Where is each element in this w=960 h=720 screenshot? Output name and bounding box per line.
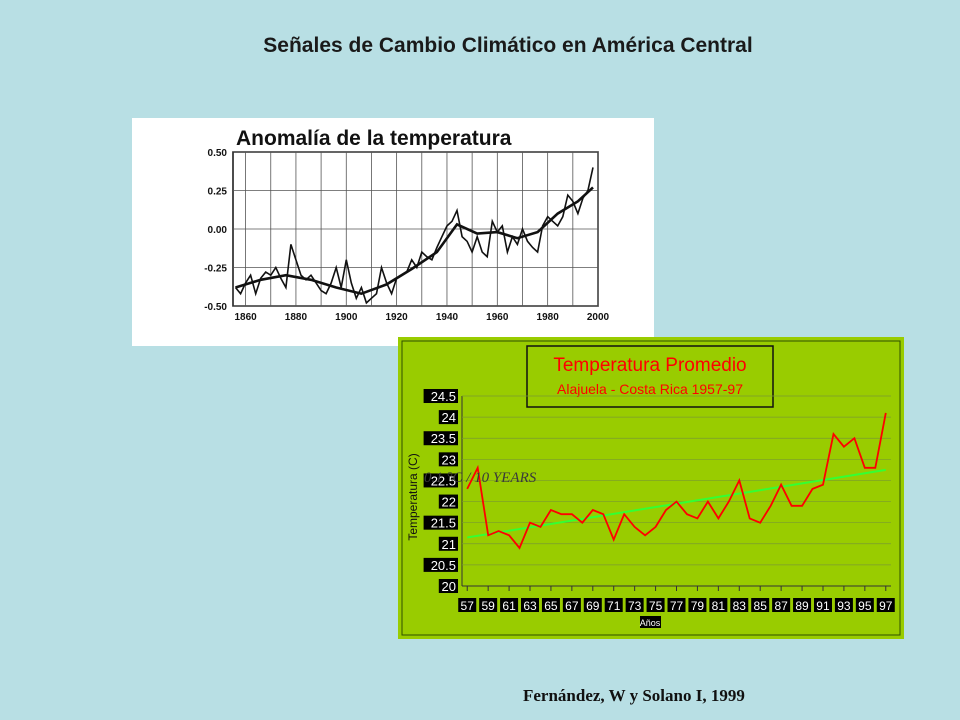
anomaly-x-tick-label: 1920 [385, 312, 408, 323]
alajuela-inner-border [401, 340, 901, 636]
alajuela-x-tick-box [772, 598, 791, 612]
alajuela-x-tick-box [813, 598, 832, 612]
anomaly-x-tick-label: 1980 [537, 312, 560, 323]
alajuela-y-tick-box [423, 431, 458, 446]
anomaly-y-tick-label: 0.50 [208, 148, 228, 159]
alajuela-y-tick-label: 23.5 [431, 431, 456, 446]
trend-annotation: 0.1 °C / 10 YEARS [424, 470, 537, 486]
alajuela-chart-title: Temperatura Promedio [553, 355, 746, 376]
alajuela-x-tick-label: 59 [481, 599, 495, 613]
anomaly-y-tick-label: -0.50 [204, 302, 227, 313]
alajuela-y-tick-box [438, 452, 458, 467]
alajuela-x-tick-box [855, 598, 874, 612]
alajuela-y-tick-box [438, 494, 458, 509]
alajuela-x-tick-label: 61 [502, 599, 516, 613]
alajuela-xlabel: Años [640, 618, 661, 628]
anomaly-chart-title: Anomalía de la temperatura [236, 127, 512, 150]
anomaly-chart-panel: Anomalía de la temperatura 0.50 0.25 0.00 -… [132, 118, 654, 346]
anomaly-y-tick-label: 0.25 [208, 187, 228, 198]
alajuela-y-tick-box [438, 536, 458, 551]
alajuela-y-tick-box [438, 410, 458, 425]
alajuela-x-tick-box [604, 598, 623, 612]
anomaly-x-tick-label: 1880 [285, 312, 308, 323]
alajuela-x-tick-label: 75 [649, 599, 663, 613]
alajuela-y-tick-label: 24.5 [431, 389, 456, 404]
alajuela-x-tick-box [562, 598, 581, 612]
alajuela-x-tick-label: 83 [733, 599, 747, 613]
alajuela-x-tick-box [688, 598, 707, 612]
alajuela-y-tick-label: 20.5 [431, 558, 456, 573]
alajuela-x-tick-box [730, 598, 749, 612]
alajuela-x-tick-label: 63 [523, 599, 537, 613]
alajuela-x-tick-box [583, 598, 602, 612]
alajuela-x-tick-box [625, 598, 644, 612]
alajuela-x-tick-box [751, 598, 770, 612]
alajuela-x-tick-label: 73 [628, 599, 642, 613]
alajuela-y-tick-box [438, 579, 458, 593]
alajuela-y-tick-label: 21.5 [431, 516, 456, 531]
alajuela-x-tick-label: 89 [795, 599, 809, 613]
alajuela-x-tick-label: 69 [586, 599, 600, 613]
anomaly-x-tick-label: 1940 [436, 312, 459, 323]
anomaly-chart: Anomalía de la temperatura 0.50 0.25 0.00 -… [204, 127, 610, 323]
alajuela-x-tick-box [458, 598, 477, 612]
alajuela-x-tick-box [834, 598, 853, 612]
alajuela-chart-subtitle: Alajuela - Costa Rica 1957-97 [557, 381, 743, 397]
anomaly-y-tick-label: -0.25 [204, 264, 227, 275]
alajuela-temperature-line [466, 412, 887, 550]
alajuela-y-tick-label: 22 [442, 495, 456, 510]
alajuela-x-tick-label: 67 [565, 599, 579, 613]
alajuela-chart: Temperatura Promedio Alajuela - Costa Ri… [401, 340, 901, 636]
anomaly-x-tick-label: 1960 [486, 312, 509, 323]
page-title: Señales de Cambio Climático en América C… [263, 34, 753, 57]
anomaly-series-line [234, 167, 594, 305]
alajuela-x-tick-label: 91 [816, 599, 830, 613]
alajuela-x-tick-box [521, 598, 540, 612]
alajuela-x-tick-box [479, 598, 498, 612]
anomaly-x-tick-label: 1900 [335, 312, 358, 323]
alajuela-x-tick-box [541, 598, 560, 612]
alajuela-x-tick-label: 85 [754, 599, 768, 613]
alajuela-y-tick-box [423, 473, 458, 488]
alajuela-x-tick-label: 71 [607, 599, 621, 613]
alajuela-chart-panel: Temperatura Promedio Alajuela - Costa Ri… [398, 337, 904, 639]
anomaly-y-tick-label: 0.00 [208, 225, 228, 236]
alajuela-x-tick-label: 77 [670, 599, 684, 613]
alajuela-ylabel: Temperatura (C) [406, 453, 420, 540]
alajuela-x-tick-label: 93 [837, 599, 851, 613]
alajuela-x-tick-box [876, 598, 895, 612]
alajuela-x-tick-label: 81 [712, 599, 726, 613]
alajuela-x-tick-box [793, 598, 812, 612]
alajuela-y-tick-box [423, 515, 458, 530]
alajuela-x-tick-box [500, 598, 519, 612]
alajuela-x-tick-box [646, 598, 665, 612]
alajuela-x-tick-label: 87 [774, 599, 788, 613]
credit-text: Fernández, W y Solano I, 1999 [523, 686, 745, 705]
alajuela-y-tick-box [423, 389, 458, 403]
anomaly-x-tick-label: 2000 [587, 312, 610, 323]
alajuela-x-tick-label: 97 [879, 599, 893, 613]
alajuela-x-tick-box [667, 598, 686, 612]
anomaly-x-tick-label: 1860 [234, 312, 257, 323]
alajuela-x-tick-box [709, 598, 728, 612]
alajuela-y-tick-label: 21 [442, 537, 456, 552]
alajuela-x-tick-label: 79 [691, 599, 705, 613]
alajuela-y-tick-label: 20 [442, 579, 456, 594]
alajuela-x-tick-label: 57 [461, 599, 475, 613]
alajuela-y-tick-label: 24 [442, 410, 456, 425]
alajuela-title-box [526, 345, 774, 408]
anomaly-smoothed-line [235, 186, 594, 296]
alajuela-y-tick-label: 23 [442, 452, 456, 467]
alajuela-x-tick-label: 95 [858, 599, 872, 613]
alajuela-y-tick-box [423, 557, 458, 572]
alajuela-y-tick-label: 22.5 [431, 473, 456, 488]
alajuela-x-tick-label: 65 [544, 599, 558, 613]
alajuela-xlabel-box [640, 616, 661, 628]
